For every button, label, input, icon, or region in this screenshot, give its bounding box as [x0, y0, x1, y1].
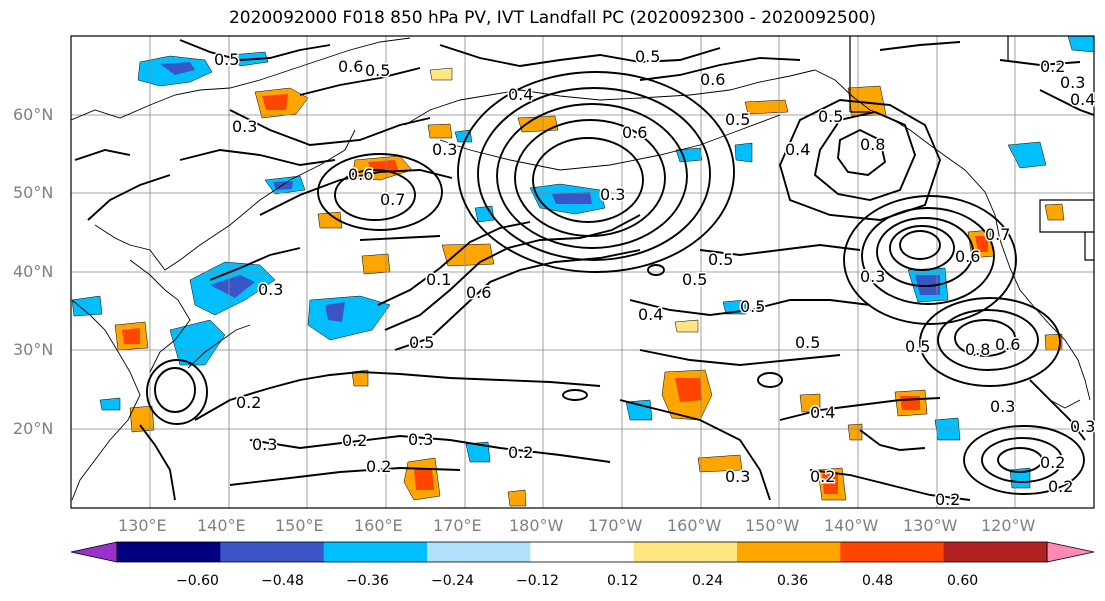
contour-label: 0.5 [905, 337, 930, 356]
contour-label: 0.5 [365, 61, 390, 80]
contour-label: 0.5 [725, 110, 750, 129]
lon-label: 160°W [667, 516, 722, 535]
lon-label: 120°W [981, 516, 1036, 535]
lon-label: 170°E [433, 516, 482, 535]
colorbar-arrow-right [1046, 541, 1095, 563]
contour-label: 0.5 [708, 250, 733, 269]
colorbar-frame [116, 541, 1048, 563]
contour-label: 0.5 [214, 50, 239, 69]
colorbar-swatch [737, 542, 841, 562]
contour-label: 0.3 [258, 280, 283, 299]
borders [849, 36, 1094, 261]
contour-label: 0.6 [466, 283, 491, 302]
contour-label: 0.3 [1070, 417, 1095, 436]
lat-label: 20°N [13, 419, 54, 438]
contour-label: 0.5 [409, 333, 434, 352]
colorbar-swatch [633, 542, 738, 562]
contour-label: 0.6 [622, 123, 647, 142]
colorbar-swatch [117, 542, 221, 562]
colorbar-tick-label: −0.36 [346, 573, 389, 589]
colorbar-arrow-left [70, 541, 118, 563]
lon-label: 140°E [197, 516, 246, 535]
lon-label: 170°W [588, 516, 643, 535]
lon-label: 130°E [118, 516, 167, 535]
contour-labels: 0.5 0.6 0.50.30.30.70.60.40.50.60.60.30.50… [213, 46, 1097, 511]
colorbar-tick-label: 0.48 [862, 573, 894, 589]
contour-label: 0.3 [600, 185, 625, 204]
contour-label: 0.2 [366, 457, 391, 476]
contour-label: 0.6 [348, 165, 373, 184]
lat-label: 60°N [13, 105, 54, 124]
colorbar-tick-label: −0.48 [261, 573, 304, 589]
colorbar-tick-label: 0.12 [607, 573, 639, 589]
contour-label: 0.2 [1040, 57, 1065, 76]
contour-label: 0.7 [985, 225, 1010, 244]
contour-label: 0.2 [810, 467, 835, 486]
contour-label: 0.3 [252, 435, 277, 454]
lat-label: 40°N [13, 262, 54, 281]
colorbar-tick-label: 0.36 [777, 573, 809, 589]
contour-label: 0.2 [1040, 453, 1065, 472]
contour-label: 0.4 [785, 140, 810, 159]
contour-label: 0.5 [682, 270, 707, 289]
contour-label: 0.5 [795, 333, 820, 352]
lon-label: 150°E [275, 516, 324, 535]
contour-label: 0.3 [725, 467, 750, 486]
colorbar-swatch [840, 542, 945, 562]
pv-contours [74, 39, 1094, 501]
contour-label: 0.3 [408, 430, 433, 449]
colorbar-tick-label: −0.12 [516, 573, 559, 589]
colorbar-swatch [530, 542, 635, 562]
contour-label: 0.3 [990, 397, 1015, 416]
contour-label: 0.8 [860, 135, 885, 154]
colorbar [70, 541, 1095, 563]
contour-label: 0.5 [740, 297, 765, 316]
lon-label: 130°W [903, 516, 958, 535]
contour-label: 0.8 [965, 340, 990, 359]
contour-label: 0.2 [508, 443, 533, 462]
contour-label: 0.4 [508, 85, 533, 104]
coastlines [71, 37, 1091, 501]
lon-label: 160°E [354, 516, 403, 535]
contour-label: 0.4 [638, 305, 663, 324]
positive-pv-patches [114, 67, 1065, 507]
contour-label: 0.4 [810, 403, 835, 422]
contour-label: 0.3 [860, 267, 885, 286]
contour-label: 0.2 [935, 490, 960, 509]
contour-label: 0.3 [432, 140, 457, 159]
colorbar-tick-label: 0.60 [947, 573, 979, 589]
contour-label: 0.6 [700, 70, 725, 89]
contour-label: 0.2 [342, 431, 367, 450]
contour-label: 0.6 [955, 247, 980, 266]
contour-label: 0.2 [236, 393, 261, 412]
contour-label: 0.3 [1060, 73, 1085, 92]
lon-label: 180°W [509, 516, 564, 535]
colorbar-tick-label: 0.24 [692, 573, 724, 589]
lat-label: 30°N [13, 340, 54, 359]
contour-label: 0.1 [426, 270, 451, 289]
contour-label: 0.6 [338, 57, 363, 76]
contour-label: 0.2 [1048, 477, 1073, 496]
contour-label: 0.3 [232, 117, 257, 136]
lon-label: 150°W [745, 516, 800, 535]
lon-label: 140°W [824, 516, 879, 535]
contour-label: 0.4 [1070, 90, 1095, 109]
colorbar-swatch [427, 542, 531, 562]
colorbar-swatch [220, 542, 325, 562]
contour-label: 0.5 [635, 47, 660, 66]
colorbar-tick-label: −0.60 [176, 573, 219, 589]
contour-label: 0.7 [380, 190, 405, 209]
colorbar-swatch [323, 542, 428, 562]
colorbar-tick-label: −0.24 [431, 573, 474, 589]
lat-label: 50°N [13, 183, 54, 202]
contour-label: 0.5 [818, 107, 843, 126]
colorbar-swatch [943, 542, 1048, 562]
contour-label: 0.6 [995, 335, 1020, 354]
map-title: 2020092000 F018 850 hPa PV, IVT Landfall… [228, 8, 876, 28]
